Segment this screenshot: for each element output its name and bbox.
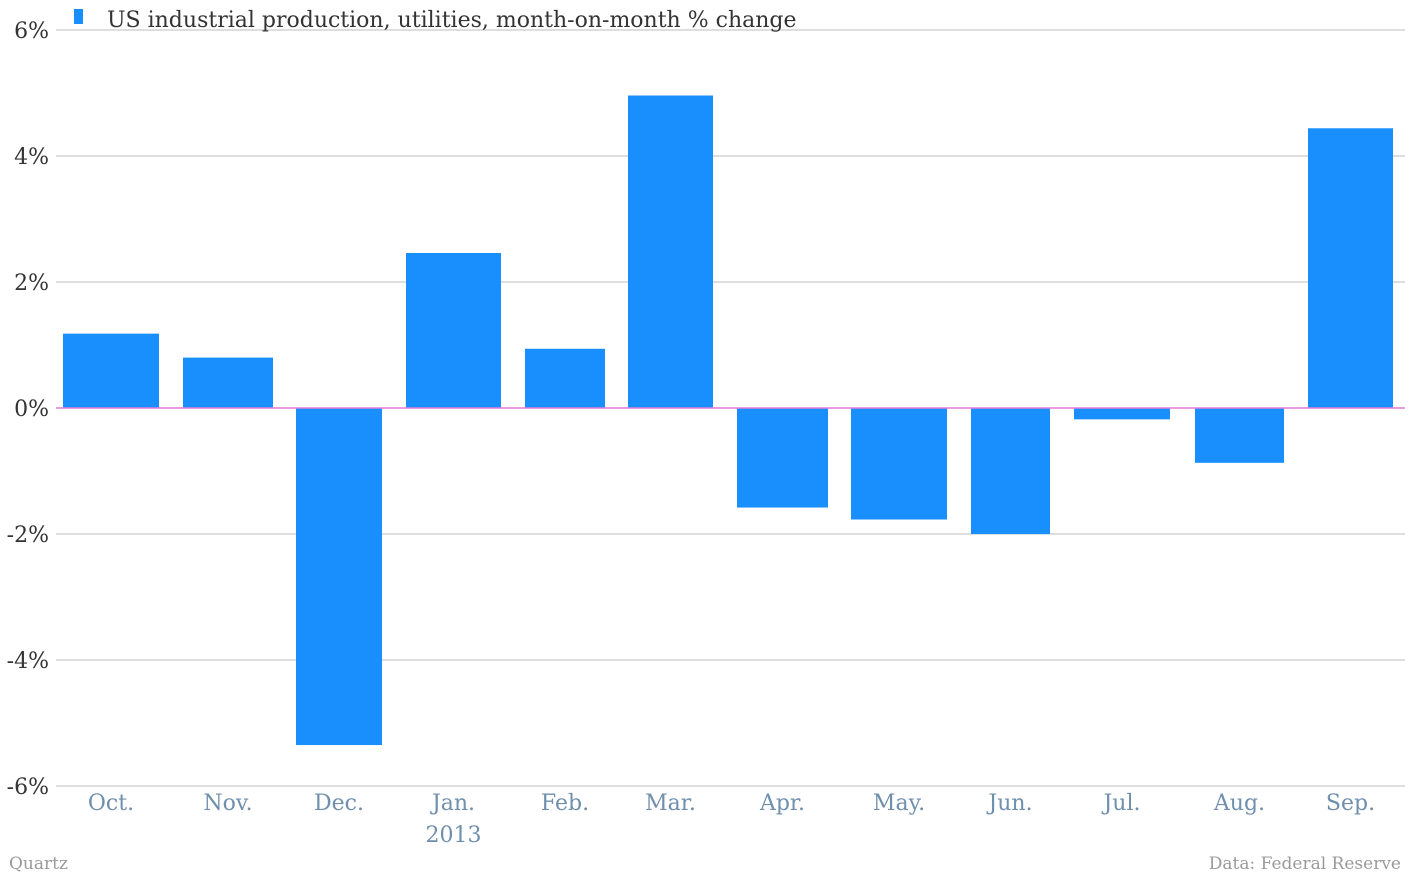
- credit-label: Quartz: [9, 854, 68, 874]
- x-tick-label: Jul.: [1101, 791, 1140, 816]
- bar-jun: [971, 408, 1050, 534]
- bar-nov: [183, 357, 273, 408]
- x-tick-label: Feb.: [541, 791, 589, 816]
- y-tick-label: -6%: [7, 775, 49, 800]
- bar-may: [851, 408, 947, 520]
- x-tick-label: May.: [873, 791, 925, 816]
- bar-dec: [296, 408, 382, 746]
- bar-sep: [1308, 128, 1393, 408]
- y-axis-ticks: 6% 4% 2% 0% -2% -4% -6%: [7, 19, 49, 800]
- y-tick-label: 2%: [14, 271, 49, 296]
- bars: [63, 95, 1393, 746]
- bar-apr: [737, 408, 828, 508]
- x-axis-ticks: Oct. Nov. Dec. Jan. 2013 Feb. Mar. Apr. May. Jun.…: [88, 791, 1375, 848]
- bar-aug: [1195, 408, 1284, 463]
- legend-swatch: [74, 8, 83, 24]
- x-tick-label: Mar.: [645, 791, 696, 816]
- y-tick-label: 6%: [14, 19, 49, 44]
- x-tick-label: Aug.: [1213, 791, 1265, 816]
- x-tick-label: Apr.: [759, 791, 805, 816]
- x-tick-sublabel: 2013: [426, 823, 482, 848]
- bar-jan: [406, 253, 501, 408]
- legend: US industrial production, utilities, mon…: [74, 4, 797, 36]
- legend-label: US industrial production, utilities, mon…: [107, 7, 797, 33]
- x-tick-label: Sep.: [1326, 791, 1375, 816]
- bar-oct: [63, 333, 159, 408]
- bar-mar: [628, 95, 713, 409]
- bar-feb: [525, 348, 605, 408]
- x-tick-label: Dec.: [314, 791, 364, 816]
- x-tick-label: Nov.: [203, 791, 252, 816]
- y-tick-label: 4%: [14, 145, 49, 170]
- y-tick-label: -2%: [7, 523, 49, 548]
- bar-jul: [1074, 408, 1170, 420]
- x-tick-label: Jan.: [430, 791, 475, 816]
- source-label: Data: Federal Reserve: [1208, 854, 1401, 874]
- y-tick-label: 0%: [14, 397, 49, 422]
- grid-lines: [56, 29, 1405, 787]
- x-tick-label: Oct.: [88, 791, 134, 816]
- x-tick-label: Jun.: [986, 791, 1032, 816]
- y-tick-label: -4%: [7, 649, 49, 674]
